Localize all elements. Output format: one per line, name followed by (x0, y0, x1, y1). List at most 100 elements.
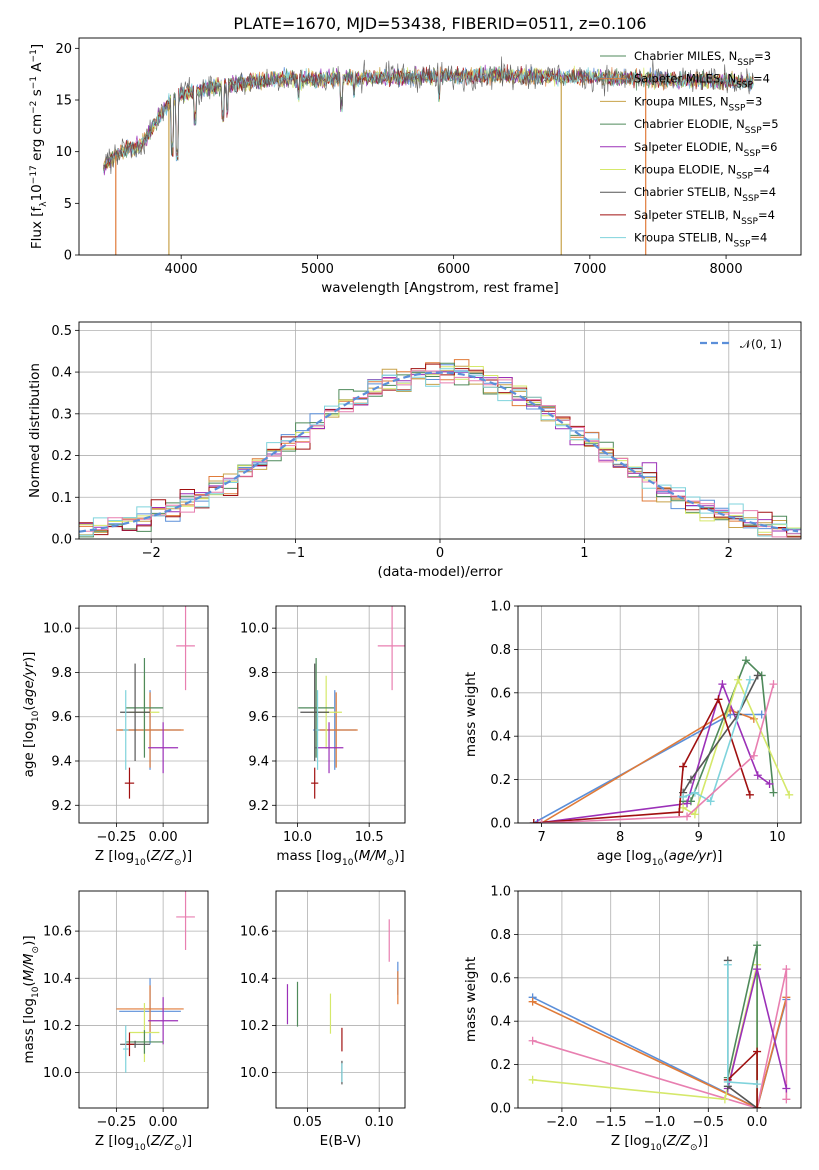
weight-point-marker (533, 819, 542, 823)
mass_vs_Z-panel: −0.25 0.00 10.0 10.2 10.4 10.6 Z [log10(Z/Z⊙)]… (21, 890, 209, 1153)
x-tick-label: 4000 (165, 262, 198, 277)
weight_vs_Z-panel: −2.0 −1.5 −1.0 −0.5 0.0 0.0 0.2 0.4 0.6 0.8 1.0 Z [… (463, 885, 802, 1153)
legend-entry: 𝒩(0, 1) (740, 337, 782, 351)
y-tick-label: 10.0 (43, 622, 72, 637)
y-tick-label: 10.0 (43, 1066, 72, 1081)
weight-point-marker (679, 792, 688, 801)
x-tick-label: 10 (769, 830, 786, 845)
y-tick-label: 5 (64, 197, 72, 212)
y-tick-label: 10.4 (43, 972, 72, 987)
y-tick-label: 9.8 (248, 666, 269, 681)
y-axis-label: mass weight (463, 957, 479, 1042)
weight-point-marker (785, 790, 794, 799)
weight-point-marker (679, 803, 688, 812)
weight-point-marker (720, 1095, 729, 1104)
x-axis-label: (data-model)/error (377, 564, 503, 580)
y-tick-label: 10.0 (240, 622, 269, 637)
y-tick-label: 0.2 (51, 449, 72, 464)
y-tick-label: 10.0 (240, 1066, 269, 1081)
x-tick-label: 2 (725, 546, 733, 561)
weight-lines (528, 941, 791, 1108)
weight-point-marker (706, 797, 715, 806)
x-tick-label: 6000 (437, 262, 470, 277)
age_vs_Z-panel: −0.25 0.00 9.2 9.4 9.6 9.8 10.0 Z [log10(Z/Z⊙)]… (21, 605, 209, 868)
weight-point-marker (679, 762, 688, 771)
x-tick-label: 0.05 (293, 1115, 322, 1130)
y-tick-label: 0.8 (490, 928, 511, 943)
weight-point-marker (753, 671, 762, 680)
x-tick-label: −1.5 (595, 1115, 627, 1130)
weight-point-marker (529, 819, 538, 823)
y-tick-label: 9.4 (51, 755, 72, 770)
weight-point-marker (753, 941, 762, 950)
y-tick-label: 10 (55, 145, 72, 160)
legend-entry: Kroupa STELIB, NSSP=4 (634, 231, 767, 250)
weight-point-marker (741, 656, 750, 665)
weight-point-marker (734, 675, 743, 684)
y-tick-label: 9.4 (248, 755, 269, 770)
weight-point-marker (782, 1084, 791, 1093)
axes-frame (78, 37, 802, 256)
weight-point-marker (683, 799, 692, 808)
x-tick-label: −0.25 (96, 1115, 136, 1130)
x-tick-label: 0.0 (747, 1115, 768, 1130)
x-tick-label: 7 (537, 830, 545, 845)
axes-frame (275, 605, 406, 824)
x-tick-label: 10.5 (355, 830, 384, 845)
axes-frame (517, 890, 802, 1109)
y-tick-label: 0.0 (51, 533, 72, 548)
weight-series-line (532, 964, 758, 1108)
weight-point-marker (528, 1075, 537, 1084)
y-tick-label: 0.6 (490, 686, 511, 701)
y-tick-label: 0.8 (490, 643, 511, 658)
y-tick-label: 0.6 (490, 971, 511, 986)
weight-point-marker (683, 812, 692, 821)
weight-point-marker (718, 680, 727, 689)
legend: Chabrier MILES, NSSP=3 Salpeter MILES, NS… (600, 49, 779, 250)
mass_vs_ebv-panel: 0.05 0.10 10.0 10.2 10.4 10.6 E(B-V) (240, 890, 406, 1149)
weight-point-marker (782, 965, 791, 974)
y-tick-label: 0.0 (490, 817, 511, 832)
weight-point-marker (749, 751, 758, 760)
x-tick-label: 0.00 (149, 830, 178, 845)
weight_vs_age-panel: 7 8 9 10 0.0 0.2 0.4 0.6 0.8 1.0 age [log10(age/yr… (463, 600, 802, 868)
weight-series-line (682, 679, 751, 803)
y-tick-label: 0.2 (490, 773, 511, 788)
y-tick-label: 0.3 (51, 407, 72, 422)
weight-series-line (682, 677, 790, 816)
legend-entry: Chabrier MILES, NSSP=3 (634, 49, 771, 68)
weight-point-marker (753, 1080, 762, 1089)
x-tick-label: −2 (142, 546, 161, 561)
weight-point-marker (528, 997, 537, 1006)
weight-point-marker (675, 808, 684, 817)
y-tick-label: 0.2 (490, 1058, 511, 1073)
y-tick-label: 10.6 (43, 925, 72, 940)
weight-point-marker (723, 960, 732, 969)
legend-entry: Kroupa MILES, NSSP=3 (634, 94, 762, 113)
y-tick-label: 0.4 (490, 730, 511, 745)
legend-entry: Salpeter ELODIE, NSSP=6 (634, 140, 777, 159)
axes-frame (78, 605, 209, 824)
weight-point-marker (723, 1077, 732, 1086)
figure-title: PLATE=1670, MJD=53438, FIBERID=0511, z=0… (233, 14, 646, 33)
x-axis-label: mass [log10(M/M⊙)] (276, 848, 404, 868)
weight-point-marker (537, 819, 546, 823)
gaussian-reference-curve (79, 371, 799, 533)
weight-point-marker (714, 695, 723, 704)
x-tick-label: 8 (616, 830, 624, 845)
y-axis-label: age [log10(age/yr)] (21, 652, 41, 778)
y-tick-label: 9.6 (248, 710, 269, 725)
histogram-panel: −2 −1 0 1 2 0.0 0.1 0.2 0.3 0.4 0.5 (data-model)/er… (27, 321, 802, 580)
x-tick-label: 7000 (573, 262, 606, 277)
x-tick-label: 0.10 (365, 1115, 394, 1130)
x-axis-label: E(B-V) (320, 1133, 362, 1149)
y-axis-label: mass weight (463, 672, 479, 757)
y-axis-label: Normed distribution (27, 363, 43, 498)
y-tick-label: 20 (55, 42, 72, 57)
errorbars (116, 891, 195, 1073)
x-tick-label: 0 (436, 546, 444, 561)
weight-point-marker (528, 1036, 537, 1045)
legend-entry: Salpeter MILES, NSSP=4 (634, 72, 770, 91)
x-tick-label: 8000 (710, 262, 743, 277)
